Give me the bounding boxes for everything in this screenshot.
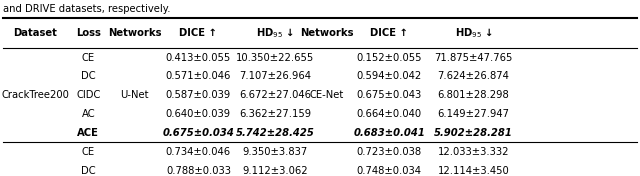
Text: 0.788±0.033: 0.788±0.033 [166, 166, 231, 175]
Text: 0.683±0.041: 0.683±0.041 [353, 128, 425, 138]
Text: DICE ↑: DICE ↑ [179, 28, 218, 38]
Text: 7.107±26.964: 7.107±26.964 [239, 71, 311, 81]
Text: 0.675±0.034: 0.675±0.034 [163, 128, 234, 138]
Text: 0.723±0.038: 0.723±0.038 [356, 147, 422, 157]
Text: ClDC: ClDC [76, 90, 100, 100]
Text: 12.114±3.450: 12.114±3.450 [438, 166, 509, 175]
Text: 0.734±0.046: 0.734±0.046 [166, 147, 231, 157]
Text: 10.350±22.655: 10.350±22.655 [236, 53, 314, 62]
Text: Networks: Networks [300, 28, 353, 38]
Text: and DRIVE datasets, respectively.: and DRIVE datasets, respectively. [3, 4, 171, 14]
Text: 0.640±0.039: 0.640±0.039 [166, 109, 231, 119]
Text: HD$_{95}$ ↓: HD$_{95}$ ↓ [454, 26, 493, 40]
Text: 0.413±0.055: 0.413±0.055 [166, 53, 231, 62]
Text: DICE ↑: DICE ↑ [370, 28, 408, 38]
Text: DC: DC [81, 71, 95, 81]
Text: 0.152±0.055: 0.152±0.055 [356, 53, 422, 62]
Text: 6.362±27.159: 6.362±27.159 [239, 109, 311, 119]
Text: DC: DC [81, 166, 95, 175]
Text: 5.742±28.425: 5.742±28.425 [236, 128, 315, 138]
Text: HD$_{95}$ ↓: HD$_{95}$ ↓ [256, 26, 294, 40]
Text: 0.675±0.043: 0.675±0.043 [356, 90, 422, 100]
Text: 0.748±0.034: 0.748±0.034 [356, 166, 422, 175]
Text: Loss: Loss [76, 28, 100, 38]
Text: 5.902±28.281: 5.902±28.281 [434, 128, 513, 138]
Text: CrackTree200: CrackTree200 [1, 90, 69, 100]
Text: U-Net: U-Net [120, 90, 148, 100]
Text: 7.624±26.874: 7.624±26.874 [438, 71, 509, 81]
Text: CE-Net: CE-Net [309, 90, 344, 100]
Text: 6.149±27.947: 6.149±27.947 [438, 109, 509, 119]
Text: 0.587±0.039: 0.587±0.039 [166, 90, 231, 100]
Text: Dataset: Dataset [13, 28, 57, 38]
Text: 6.672±27.046: 6.672±27.046 [239, 90, 311, 100]
Text: 71.875±47.765: 71.875±47.765 [435, 53, 513, 62]
Text: 0.594±0.042: 0.594±0.042 [356, 71, 422, 81]
Text: 9.350±3.837: 9.350±3.837 [243, 147, 308, 157]
Text: 0.664±0.040: 0.664±0.040 [356, 109, 422, 119]
Text: Networks: Networks [108, 28, 161, 38]
Text: CE: CE [82, 53, 95, 62]
Text: 12.033±3.332: 12.033±3.332 [438, 147, 509, 157]
Text: ACE: ACE [77, 128, 99, 138]
Text: CE: CE [82, 147, 95, 157]
Text: 9.112±3.062: 9.112±3.062 [243, 166, 308, 175]
Text: 0.571±0.046: 0.571±0.046 [166, 71, 231, 81]
Text: AC: AC [81, 109, 95, 119]
Text: 6.801±28.298: 6.801±28.298 [438, 90, 509, 100]
